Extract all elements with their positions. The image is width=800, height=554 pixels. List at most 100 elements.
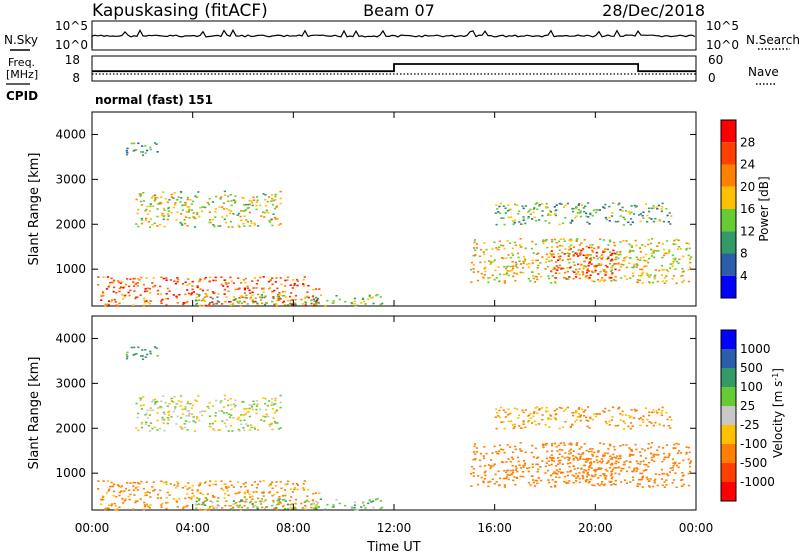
colorbar-swatch — [721, 231, 736, 254]
echo-cell — [147, 425, 150, 427]
echo-cell — [521, 427, 524, 430]
echo-cell — [494, 269, 497, 272]
echo-cell — [585, 215, 588, 218]
echo-cell — [176, 415, 179, 418]
echo-cell — [566, 267, 569, 269]
echo-cell — [213, 429, 216, 432]
echo-cell — [296, 280, 299, 282]
echo-cell — [110, 277, 113, 280]
echo-cell — [506, 444, 509, 446]
echo-cell — [573, 475, 576, 477]
echo-cell — [306, 499, 309, 502]
echo-cell — [296, 484, 299, 486]
echo-cell — [132, 489, 136, 491]
echo-cell — [629, 212, 632, 215]
echo-cell — [625, 482, 628, 484]
echo-cell — [160, 480, 163, 482]
echo-cell — [545, 202, 548, 205]
echo-cell — [522, 464, 525, 467]
echo-cell — [669, 263, 672, 265]
echo-cell — [184, 204, 187, 206]
echo-cell — [314, 288, 318, 290]
echo-cell — [514, 469, 518, 471]
echo-cell — [523, 260, 526, 262]
echo-cell — [316, 299, 319, 302]
echo-cell — [284, 500, 287, 502]
echo-cell — [498, 416, 502, 419]
echo-cell — [595, 265, 598, 267]
echo-cell — [556, 450, 559, 452]
echo-cell — [193, 226, 196, 228]
echo-cell — [535, 219, 538, 222]
echo-cell — [642, 211, 645, 213]
echo-cell — [240, 296, 243, 298]
echo-cell — [571, 424, 574, 426]
echo-cell — [569, 221, 572, 224]
echo-cell — [302, 482, 305, 485]
echo-cell — [213, 225, 216, 228]
echo-cell — [251, 300, 254, 302]
echo-cell — [620, 277, 623, 279]
echo-cell — [625, 470, 629, 473]
echo-cell — [576, 212, 579, 214]
echo-cell — [144, 423, 147, 426]
echo-cell — [262, 288, 265, 290]
echo-cell — [145, 421, 148, 424]
echo-cell — [608, 443, 612, 446]
echo-cell — [117, 485, 121, 487]
echo-cell — [174, 486, 177, 489]
echo-cell — [583, 414, 586, 417]
echo-cell — [136, 489, 139, 491]
echo-cell — [257, 429, 260, 431]
echo-cell — [185, 415, 188, 417]
echo-cell — [567, 459, 570, 461]
echo-cell — [603, 455, 606, 457]
colorbar-tick-label: 100 — [740, 380, 763, 394]
echo-cell — [564, 204, 567, 207]
echo-cell — [593, 475, 596, 477]
echo-cell — [562, 206, 566, 208]
echo-cell — [178, 498, 181, 500]
echo-cell — [113, 298, 116, 301]
echo-cell — [533, 411, 536, 413]
echo-cell — [511, 247, 515, 250]
echo-cell — [610, 269, 613, 271]
echo-cell — [287, 276, 290, 279]
echo-cell — [268, 287, 272, 289]
echo-cell — [139, 398, 143, 400]
echo-cell — [623, 259, 626, 262]
echo-cell — [541, 460, 544, 462]
echo-cell — [568, 465, 571, 468]
echo-cell — [632, 275, 635, 277]
echo-cell — [211, 291, 214, 293]
echo-cell — [613, 456, 616, 459]
echo-cell — [541, 444, 545, 447]
echo-cell — [591, 484, 594, 486]
echo-cell — [186, 198, 189, 201]
echo-cell — [641, 272, 644, 275]
echo-cell — [304, 302, 307, 304]
echo-cell — [512, 223, 515, 226]
echo-cell — [581, 475, 585, 478]
echo-cell — [487, 481, 490, 483]
echo-cell — [555, 261, 558, 263]
echo-cell — [238, 504, 241, 507]
echo-cell — [144, 349, 147, 351]
echo-cell — [219, 429, 222, 431]
echo-cell — [134, 501, 137, 504]
echo-cell — [478, 255, 482, 258]
echo-cell — [582, 411, 585, 413]
echo-cell — [361, 298, 364, 300]
echo-cell — [542, 446, 545, 449]
echo-cell — [271, 401, 274, 404]
echo-cell — [517, 460, 520, 463]
echo-cell — [561, 251, 564, 254]
echo-cell — [175, 423, 178, 425]
echo-cell — [629, 453, 632, 456]
echo-cell — [537, 273, 540, 275]
echo-cell — [558, 444, 561, 447]
echo-cell — [606, 452, 609, 455]
echo-cell — [548, 464, 551, 467]
echo-cell — [503, 280, 506, 282]
echo-cell — [231, 304, 234, 306]
